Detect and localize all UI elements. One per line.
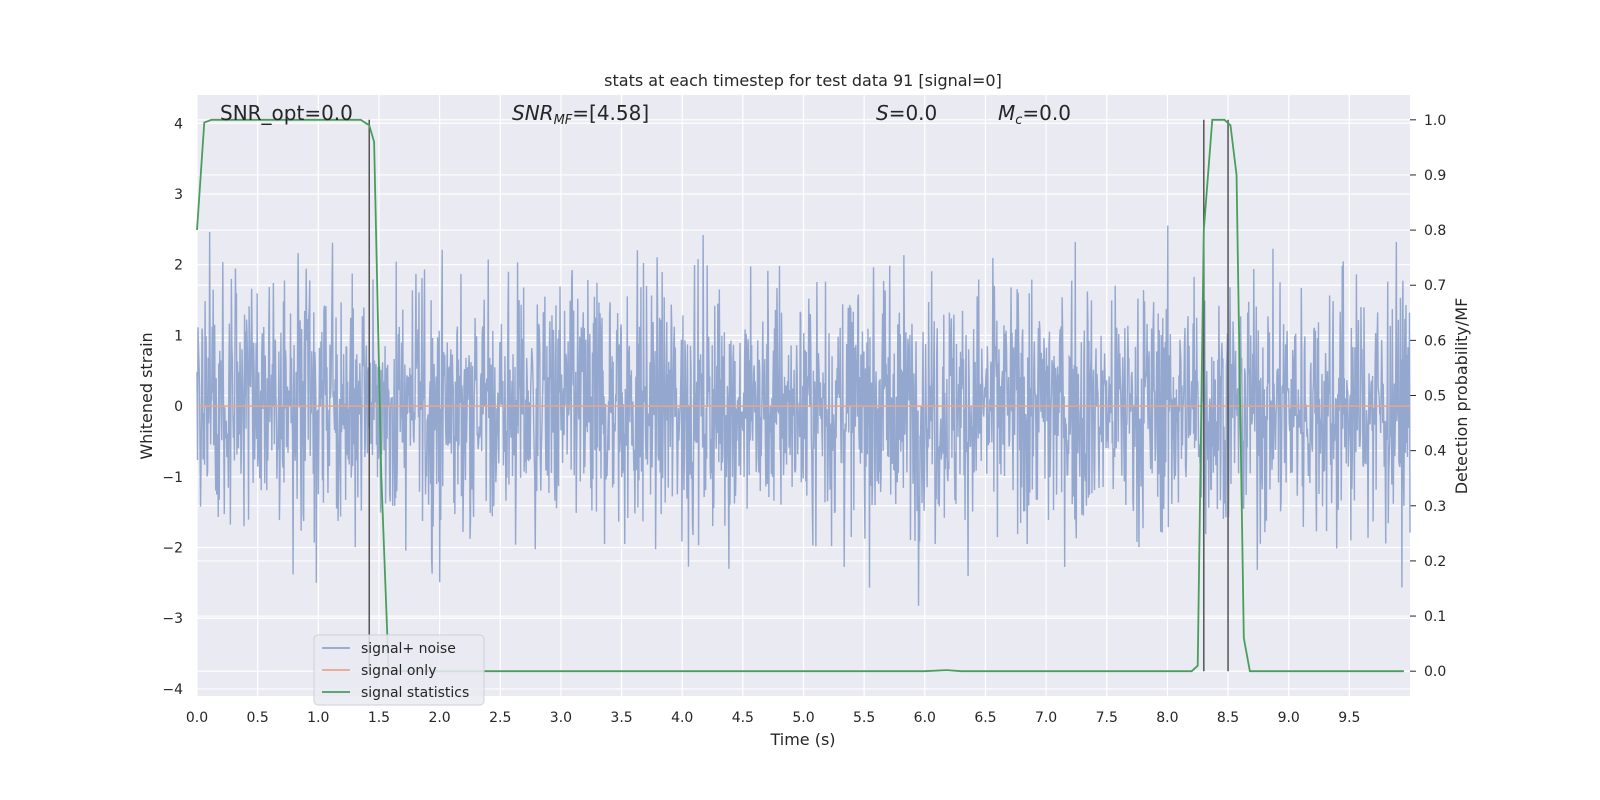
y-tick-label-left: 3 <box>174 187 183 203</box>
series-signal-statistics <box>196 118 1404 673</box>
x-tick-label: 9.0 <box>1278 710 1300 726</box>
y-tick-label-right: 0.1 <box>1424 609 1446 625</box>
x-tick-label: 9.5 <box>1338 710 1360 726</box>
annotations: SNR_opt=0.0 SNRMF=[4.58] S=0.0 Mc=0.0 <box>220 101 1071 128</box>
x-tick-label: 2.5 <box>489 710 511 726</box>
y-tick-label-left: −3 <box>162 611 183 627</box>
annotation-mc-sub: c <box>1015 113 1022 128</box>
annotation-snr-mf-value: =[4.58] <box>572 101 649 125</box>
legend-label: signal only <box>361 663 436 679</box>
x-tick-label: 2.0 <box>428 710 450 726</box>
annotation-s-base: S <box>876 101 889 125</box>
annotation-snr-opt: SNR_opt=0.0 <box>220 101 353 125</box>
plot-area: 0.0 0.5 1.0 1.5 2.0 2.5 3.0 3.5 4.0 4.5 5.0 5.5 6.0 6… <box>162 95 1446 726</box>
annotation-s: S=0.0 <box>876 101 937 125</box>
y-tick-label-left: 4 <box>174 116 183 132</box>
y-tick-label-left: −2 <box>162 541 183 557</box>
x-tick-label: 1.0 <box>307 710 329 726</box>
legend-label: signal+ noise <box>361 641 456 657</box>
y-tick-label-left: 0 <box>174 399 183 415</box>
legend: signal+ noise signal only signal statistic… <box>313 634 485 706</box>
x-tick-label: 8.5 <box>1217 710 1239 726</box>
y-axis-label-left: Whitened strain <box>137 332 156 459</box>
legend-box <box>313 634 485 706</box>
y-tick-label-right: 0.2 <box>1424 554 1446 570</box>
annotation-s-value: =0.0 <box>889 101 938 125</box>
y-tick-label-right: 0.3 <box>1424 499 1446 515</box>
x-tick-label: 4.5 <box>732 710 754 726</box>
x-tick-label: 1.5 <box>368 710 390 726</box>
chart-title: stats at each timestep for test data 91 … <box>604 71 1002 90</box>
y-tick-label-left: 2 <box>174 258 183 274</box>
y-tick-label-left: −4 <box>162 682 183 698</box>
annotation-snr-mf-sub: MF <box>554 113 573 128</box>
y-tick-label-right: 0.9 <box>1424 168 1446 184</box>
x-tick-label: 6.0 <box>914 710 936 726</box>
annotation-snr-mf-base: SNR <box>512 101 554 125</box>
x-tick-label: 6.5 <box>974 710 996 726</box>
x-tick-label: 5.0 <box>792 710 814 726</box>
y-tick-label-right: 0.5 <box>1424 389 1446 405</box>
annotation-mc-base: M <box>998 101 1015 125</box>
x-axis-label: Time (s) <box>769 730 835 749</box>
y-tick-label-left: −1 <box>162 470 183 486</box>
x-tick-label: 4.0 <box>671 710 693 726</box>
annotation-snr-mf: SNRMF=[4.58] <box>512 101 649 128</box>
x-tick-label: 0.5 <box>247 710 269 726</box>
y-tick-label-right: 1.0 <box>1424 113 1446 129</box>
y-tick-label-right: 0.0 <box>1424 664 1446 680</box>
y-axis-label-right: Detection probability/MF <box>1452 298 1471 495</box>
x-tick-label: 3.5 <box>610 710 632 726</box>
x-tick-label: 0.0 <box>186 710 208 726</box>
x-tick-label: 3.0 <box>550 710 572 726</box>
y-tick-label-left: 1 <box>174 328 183 344</box>
legend-label: signal statistics <box>361 685 469 701</box>
annotation-mc: Mc=0.0 <box>998 101 1071 128</box>
y-tick-label-right: 0.4 <box>1424 444 1446 460</box>
y-tick-label-right: 0.7 <box>1424 278 1446 294</box>
x-tick-label: 8.0 <box>1156 710 1178 726</box>
y-tick-label-right: 0.8 <box>1424 223 1446 239</box>
x-tick-label: 7.5 <box>1096 710 1118 726</box>
x-tick-label: 5.5 <box>853 710 875 726</box>
x-tick-label: 7.0 <box>1035 710 1057 726</box>
annotation-mc-value: =0.0 <box>1022 101 1071 125</box>
y-tick-label-right: 0.6 <box>1424 333 1446 349</box>
